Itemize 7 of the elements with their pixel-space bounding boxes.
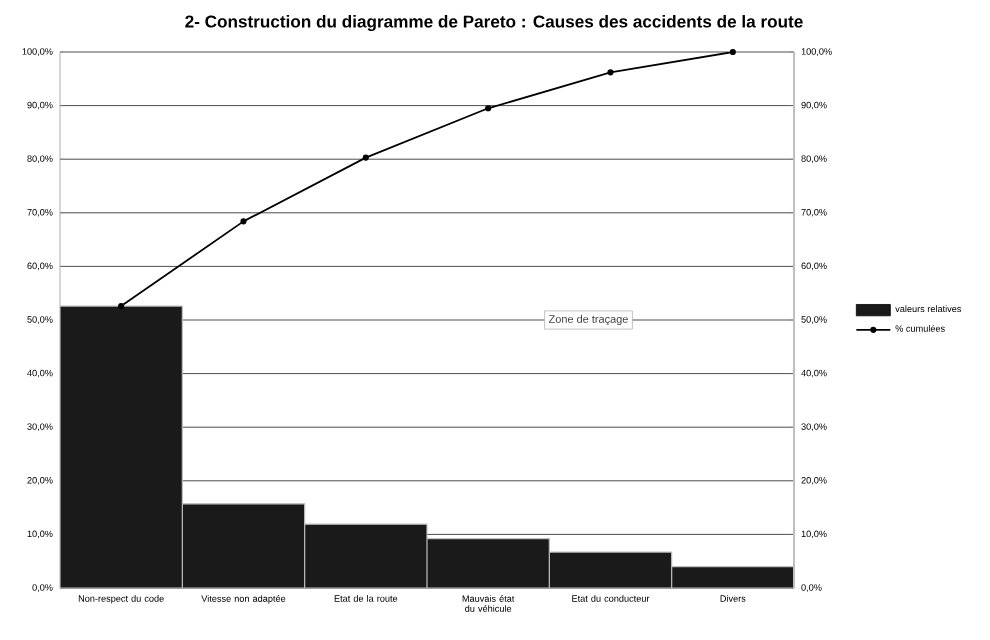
point <box>240 218 247 225</box>
point <box>362 154 369 161</box>
chart-title: 2- Construction du diagramme de Pareto : Causes des accidents de la route <box>185 15 803 32</box>
point <box>607 69 614 76</box>
point <box>485 105 492 112</box>
point <box>118 302 125 310</box>
point <box>729 48 736 56</box>
